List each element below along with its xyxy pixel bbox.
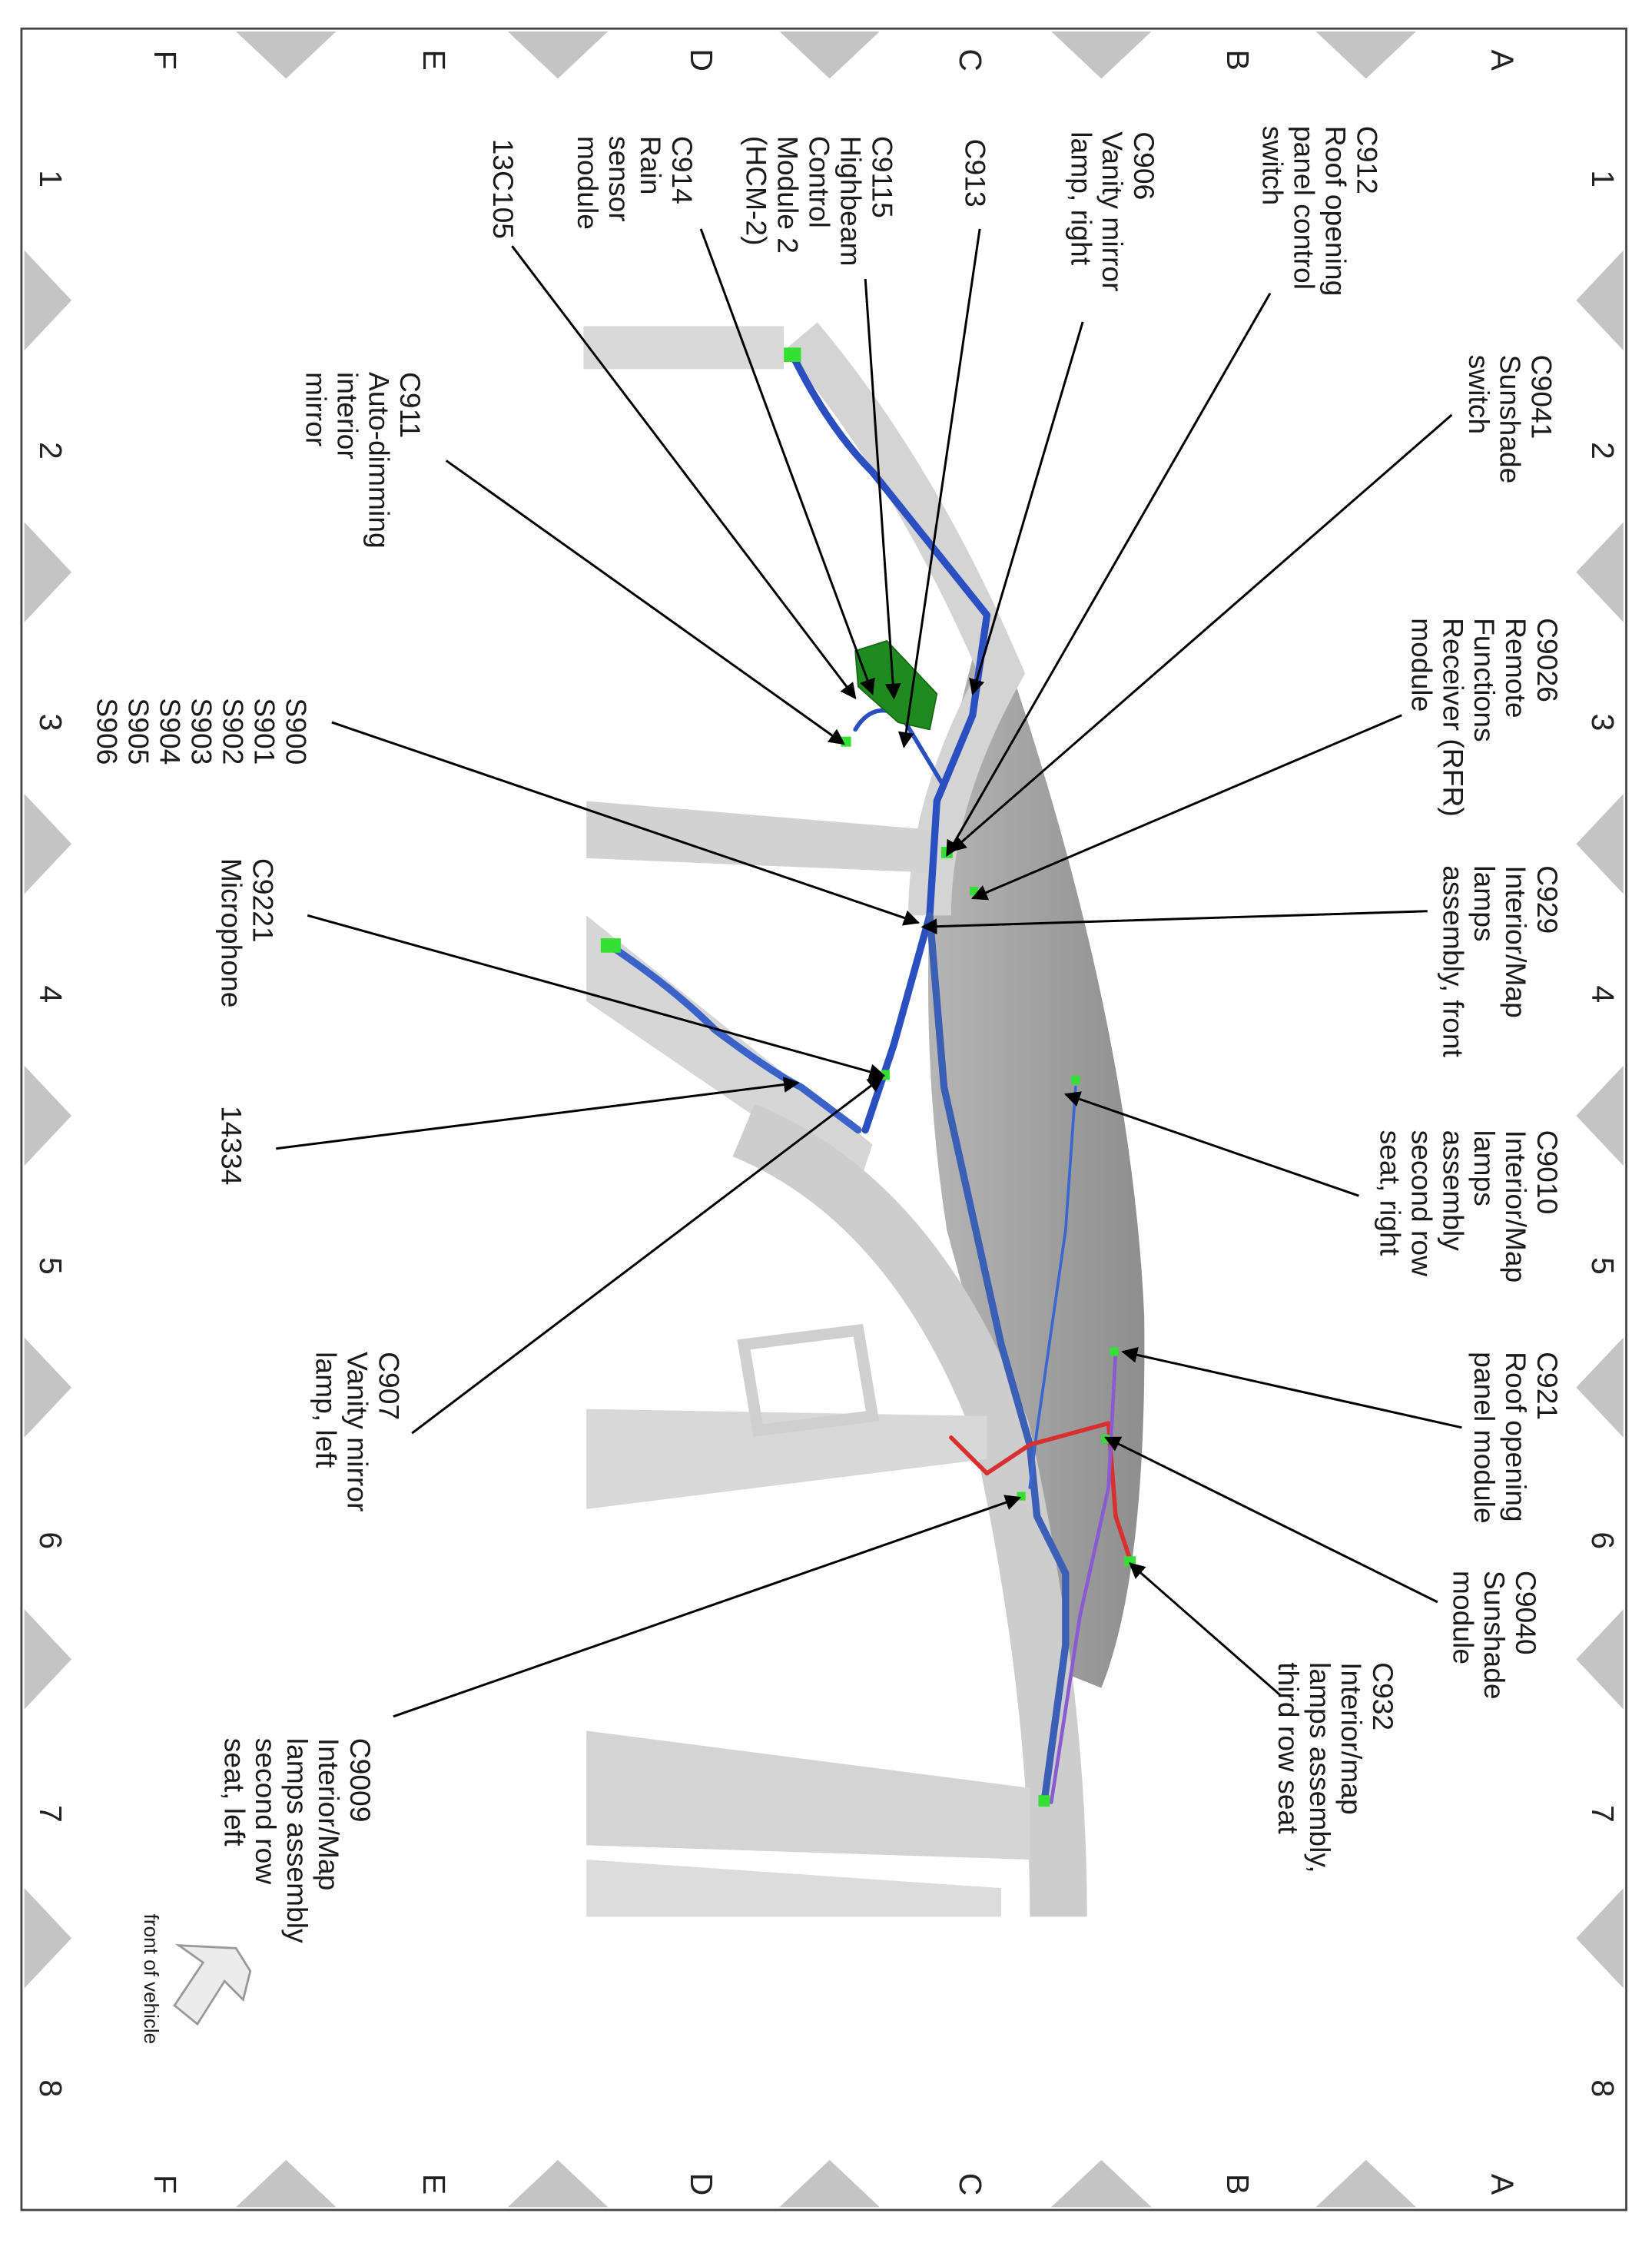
grid-letter-c-bottom: C: [952, 2172, 989, 2196]
leader-c912: [946, 292, 1272, 857]
label-13c105: 13C105: [486, 138, 518, 239]
grid-number-7-left: 7: [32, 1804, 69, 1823]
leader-c907: [411, 1076, 884, 1435]
leader-c9221: [307, 914, 886, 1080]
label-14334: 14334: [214, 1105, 247, 1186]
grid-letter-d-top: D: [683, 48, 720, 71]
label-c912: C912 Roof opening panel control switch: [1256, 125, 1382, 297]
leader-splices: [331, 721, 921, 926]
leader-c9041: [950, 413, 1453, 852]
grid-number-2-right: 2: [1584, 441, 1621, 460]
leader-c9115: [864, 278, 901, 700]
grid-triangles: [24, 31, 1624, 2208]
frame-border: [20, 27, 1627, 2212]
label-c9221: C9221 Microphone: [214, 858, 278, 1008]
grid-number-5-right: 5: [1584, 1257, 1621, 1275]
label-c929: C929 Interior/Map lamps assembly, front: [1435, 865, 1562, 1057]
grid-letter-a-top: A: [1484, 49, 1521, 71]
label-c9040: C9040 Sunshade module: [1445, 1570, 1541, 1700]
label-c9041: C9041 Sunshade switch: [1461, 354, 1557, 484]
leader-c929: [921, 910, 1428, 935]
leader-c9009: [393, 1495, 1022, 1718]
label-c932: C932 Interior/map lamps assembly, third …: [1271, 1662, 1398, 1873]
label-c914: C914 Rain sensor module: [570, 135, 697, 230]
grid-number-3-right: 3: [1584, 713, 1621, 732]
grid-letter-e-top: E: [416, 49, 453, 71]
grid-letter-b-bottom: B: [1219, 2173, 1256, 2195]
label-c9115: C9115 Highbeam Control Module 2 (HCM-2): [739, 135, 897, 267]
grid-letter-a-bottom: A: [1484, 2173, 1521, 2195]
grid-number-8-right: 8: [1584, 2079, 1621, 2098]
grid-letter-d-bottom: D: [683, 2172, 720, 2196]
harness-red: [949, 1421, 1133, 1561]
label-c913: C913: [958, 138, 990, 207]
grid-number-2-left: 2: [32, 441, 69, 460]
leader-lines: [276, 228, 1462, 1718]
leader-c911: [445, 460, 845, 745]
leader-c906: [969, 321, 1084, 695]
grid-letter-c-top: C: [952, 48, 989, 71]
label-c921: C921 Roof opening panel module: [1467, 1352, 1562, 1524]
harness-main: [790, 353, 991, 1134]
grid-number-6-right: 6: [1584, 1531, 1621, 1550]
grid-number-4-right: 4: [1584, 985, 1621, 1004]
arrow-outline-icon: [173, 1944, 252, 2026]
grid-number-6-left: 6: [32, 1531, 69, 1550]
grid-letter-f-bottom: F: [147, 2174, 184, 2195]
label-front-of-vehicle: front of vehicle: [140, 1913, 164, 2045]
leader-14334: [276, 1077, 800, 1150]
leader-c921: [1121, 1347, 1462, 1429]
leader-c9040: [1104, 1436, 1438, 1604]
leader-13c105: [511, 245, 857, 700]
grid-number-1-left: 1: [32, 170, 69, 188]
leader-c9010: [1063, 1091, 1359, 1197]
label-c9026: C9026 Remote Functions Receiver (RFR) mo…: [1404, 618, 1562, 817]
grid-number-8-left: 8: [32, 2079, 69, 2098]
leader-c914: [699, 228, 875, 695]
label-c906: C906 Vanity mirror lamp, right: [1063, 131, 1159, 292]
label-c9009: C9009 Interior/Map lamps assembly second…: [217, 1737, 375, 1943]
leader-c932: [1129, 1562, 1282, 1696]
roof-panel: [927, 600, 1145, 1688]
leader-c913: [897, 228, 981, 748]
grid-letter-e-bottom: E: [416, 2173, 453, 2195]
grid-number-7-right: 7: [1584, 1804, 1621, 1823]
label-c907: C907 Vanity mirror lamp, left: [309, 1352, 403, 1512]
grid-number-1-right: 1: [1584, 170, 1621, 188]
grid-number-3-left: 3: [32, 713, 69, 732]
harness-purple: [1049, 1349, 1118, 1804]
leader-c9026: [970, 714, 1402, 901]
grid-letter-f-top: F: [147, 50, 184, 70]
grid-number-4-left: 4: [32, 985, 69, 1004]
label-c911: C911 Auto-dimming interior mirror: [299, 371, 425, 549]
grid-letter-b-top: B: [1219, 49, 1256, 71]
grid-number-5-left: 5: [32, 1257, 69, 1275]
label-c9010: C9010 Interior/Map lamps assembly second…: [1373, 1130, 1562, 1283]
label-splices: S900 S901 S902 S903 S904 S905 S906: [90, 698, 310, 765]
